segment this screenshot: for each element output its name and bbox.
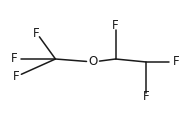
Text: F: F bbox=[112, 19, 119, 32]
Text: F: F bbox=[33, 27, 40, 40]
Text: F: F bbox=[13, 70, 19, 83]
Text: F: F bbox=[172, 55, 179, 68]
Text: F: F bbox=[142, 90, 149, 103]
Text: O: O bbox=[88, 55, 98, 68]
Text: F: F bbox=[11, 53, 17, 65]
